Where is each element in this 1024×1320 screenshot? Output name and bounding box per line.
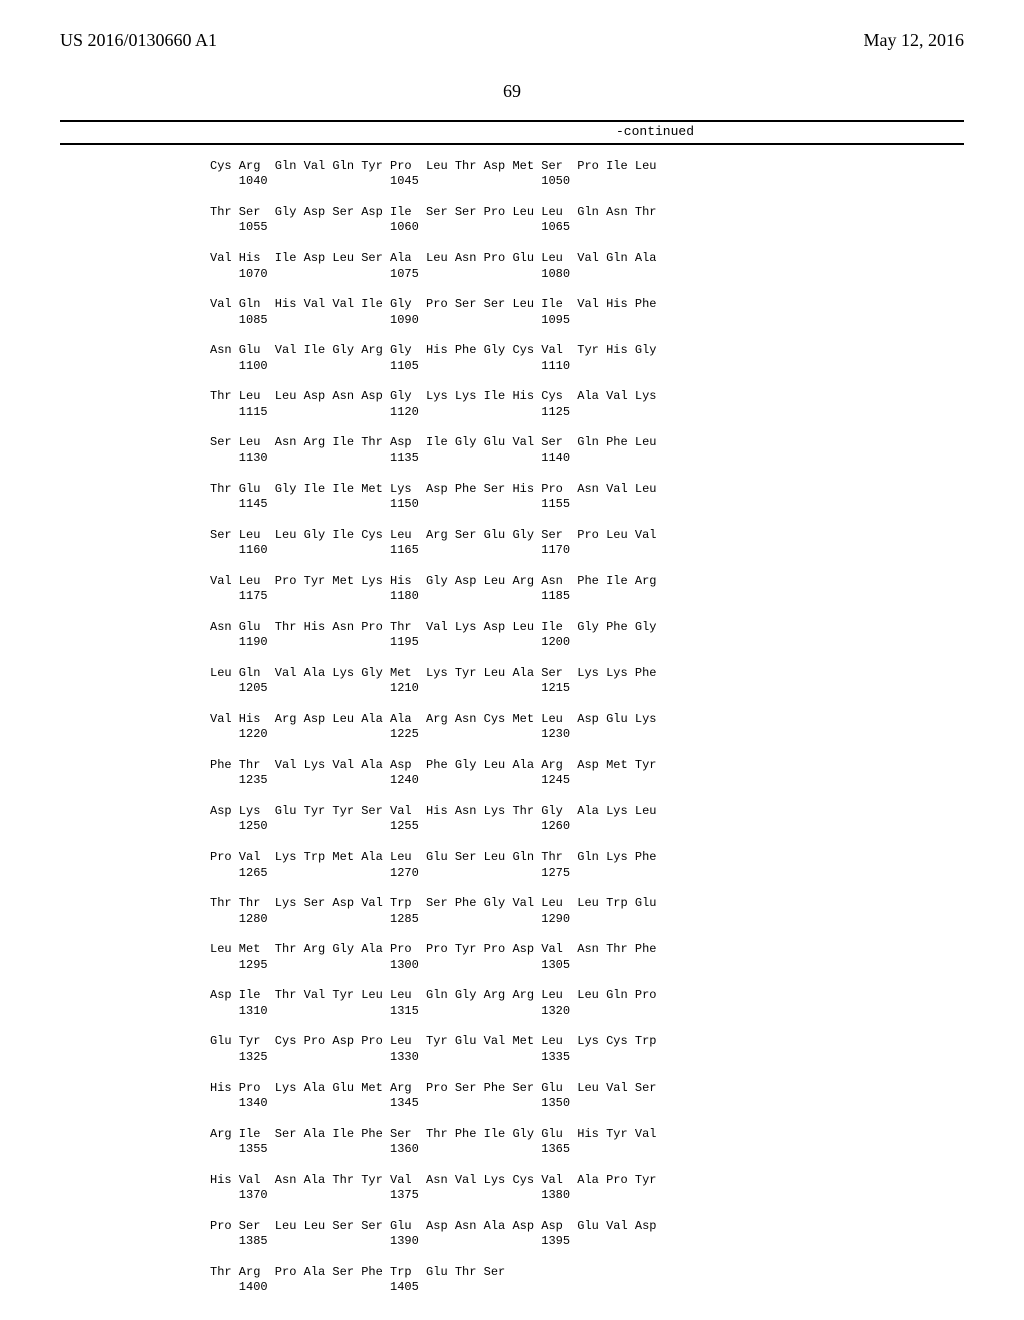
page: US 2016/0130660 A1 May 12, 2016 69 -cont… <box>0 0 1024 1320</box>
page-number: 69 <box>60 81 964 102</box>
publication-date: May 12, 2016 <box>864 30 965 51</box>
continued-label: -continued <box>60 124 964 139</box>
sequence-listing: Cys Arg Gln Val Gln Tyr Pro Leu Thr Asp … <box>210 159 964 1296</box>
continued-rule: -continued <box>60 120 964 145</box>
publication-number: US 2016/0130660 A1 <box>60 30 217 51</box>
page-header: US 2016/0130660 A1 May 12, 2016 <box>60 30 964 51</box>
